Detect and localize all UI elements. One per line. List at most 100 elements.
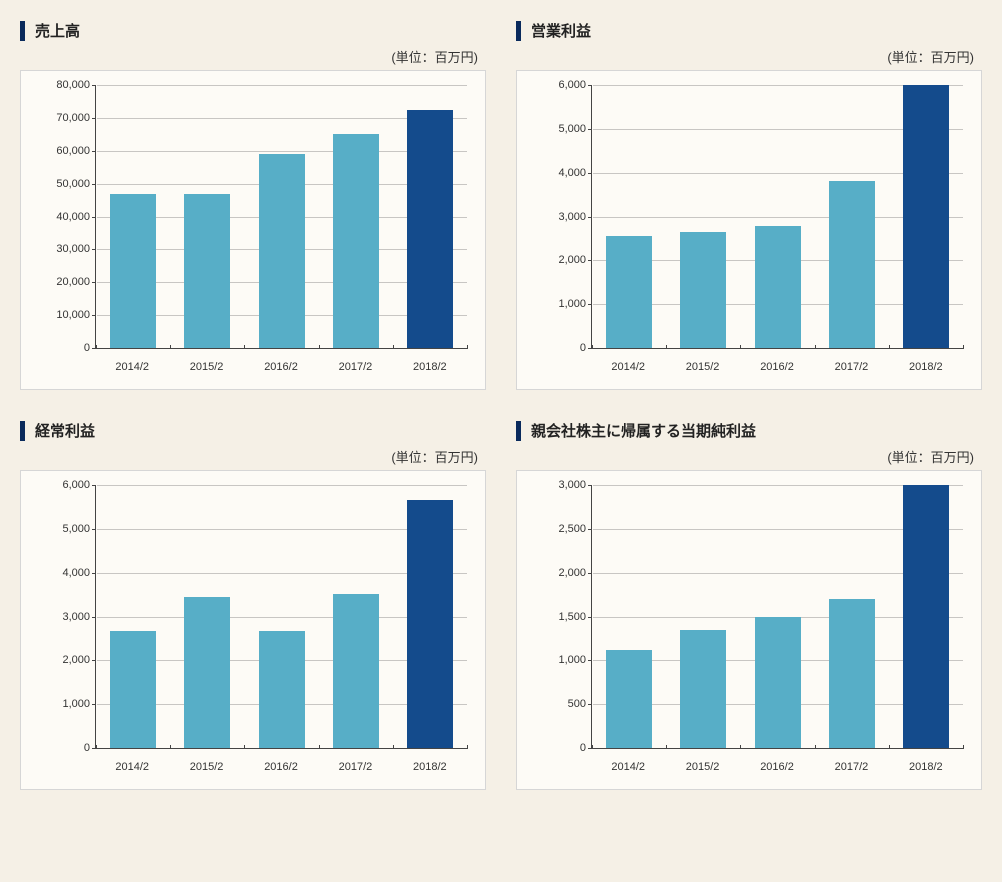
bar (755, 226, 801, 348)
x-axis-label: 2015/2 (665, 753, 739, 779)
x-axis-label: 2018/2 (889, 353, 963, 379)
x-tick (592, 345, 593, 349)
x-labels-row: 2014/22015/22016/22017/22018/2 (95, 353, 467, 379)
x-tick (889, 745, 890, 749)
bar-column (319, 85, 393, 348)
title-accent-bar (20, 421, 25, 441)
y-axis-label: 4,000 (62, 567, 96, 579)
bar (606, 236, 652, 348)
x-labels-row: 2014/22015/22016/22017/22018/2 (591, 353, 963, 379)
chart-plot: 01,0002,0003,0004,0005,0006,000 (95, 485, 467, 749)
chart-box: 01,0002,0003,0004,0005,0006,0002014/2201… (20, 470, 486, 790)
x-tick (96, 745, 97, 749)
y-axis-label: 30,000 (56, 243, 96, 255)
bar (184, 597, 230, 748)
y-axis-label: 500 (568, 698, 592, 710)
y-axis-label: 2,000 (558, 254, 592, 266)
y-axis-label: 6,000 (62, 479, 96, 491)
bar-column (96, 485, 170, 748)
y-axis-label: 20,000 (56, 276, 96, 288)
title-accent-bar (20, 21, 25, 41)
bar-column (170, 85, 244, 348)
chart-title: 経常利益 (35, 420, 95, 441)
bar-column (666, 485, 740, 748)
chart-box: 05001,0001,5002,0002,5003,0002014/22015/… (516, 470, 982, 790)
bars-container (96, 485, 467, 748)
bar (903, 85, 949, 348)
bar-column (244, 485, 318, 748)
x-axis-label: 2016/2 (740, 353, 814, 379)
bars-container (592, 85, 963, 348)
bar-column (815, 85, 889, 348)
x-tick (170, 745, 171, 749)
chart-panel-operating_profit: 営業利益(単位：百万円)01,0002,0003,0004,0005,0006,… (516, 20, 982, 390)
bars-container (592, 485, 963, 748)
x-tick (96, 345, 97, 349)
y-axis-label: 80,000 (56, 79, 96, 91)
bar (407, 110, 453, 348)
bar (606, 650, 652, 748)
x-tick (393, 345, 394, 349)
y-axis-label: 3,000 (62, 611, 96, 623)
x-tick (319, 345, 320, 349)
bar (333, 134, 379, 348)
x-axis-label: 2018/2 (393, 353, 467, 379)
y-axis-label: 40,000 (56, 211, 96, 223)
chart-unit-label: (単位：百万円) (516, 447, 982, 466)
x-tick (963, 345, 964, 349)
chart-panel-ordinary_profit: 経常利益(単位：百万円)01,0002,0003,0004,0005,0006,… (20, 420, 486, 790)
y-axis-label: 5,000 (62, 523, 96, 535)
chart-plot: 010,00020,00030,00040,00050,00060,00070,… (95, 85, 467, 349)
y-axis-label: 2,000 (558, 567, 592, 579)
x-labels-row: 2014/22015/22016/22017/22018/2 (591, 753, 963, 779)
x-axis-label: 2015/2 (169, 753, 243, 779)
x-axis-label: 2017/2 (814, 353, 888, 379)
bar (755, 617, 801, 749)
y-axis-label: 2,000 (62, 654, 96, 666)
x-tick (244, 745, 245, 749)
x-axis-label: 2018/2 (889, 753, 963, 779)
y-axis-label: 70,000 (56, 112, 96, 124)
chart-title-row: 親会社株主に帰属する当期純利益 (516, 420, 982, 441)
chart-area: 01,0002,0003,0004,0005,0006,0002014/2201… (39, 485, 475, 779)
bar-column (592, 485, 666, 748)
bar-column (666, 85, 740, 348)
bar (259, 154, 305, 348)
bar-column (889, 85, 963, 348)
bar-column (889, 485, 963, 748)
bar (903, 485, 949, 748)
x-axis-label: 2016/2 (244, 753, 318, 779)
x-tick (815, 345, 816, 349)
chart-unit-label: (単位：百万円) (20, 47, 486, 66)
bar (110, 631, 156, 748)
bar (680, 232, 726, 348)
x-labels-row: 2014/22015/22016/22017/22018/2 (95, 753, 467, 779)
bar-column (244, 85, 318, 348)
y-axis-label: 1,500 (558, 611, 592, 623)
x-tick (467, 745, 468, 749)
y-axis-label: 2,500 (558, 523, 592, 535)
bar (829, 599, 875, 748)
x-axis-label: 2016/2 (740, 753, 814, 779)
x-axis-label: 2014/2 (95, 753, 169, 779)
x-tick (963, 745, 964, 749)
x-tick (393, 745, 394, 749)
bar (184, 194, 230, 349)
y-axis-label: 1,000 (558, 298, 592, 310)
x-axis-label: 2014/2 (591, 753, 665, 779)
x-axis-label: 2016/2 (244, 353, 318, 379)
chart-title-row: 経常利益 (20, 420, 486, 441)
y-axis-label: 1,000 (62, 698, 96, 710)
y-axis-label: 4,000 (558, 167, 592, 179)
x-axis-label: 2017/2 (814, 753, 888, 779)
bar-column (319, 485, 393, 748)
bar (333, 594, 379, 748)
x-tick (740, 745, 741, 749)
title-accent-bar (516, 21, 521, 41)
chart-area: 010,00020,00030,00040,00050,00060,00070,… (39, 85, 475, 379)
chart-panel-sales: 売上高(単位：百万円)010,00020,00030,00040,00050,0… (20, 20, 486, 390)
y-axis-label: 50,000 (56, 178, 96, 190)
x-tick (467, 345, 468, 349)
x-axis-label: 2017/2 (318, 353, 392, 379)
y-axis-label: 1,000 (558, 654, 592, 666)
